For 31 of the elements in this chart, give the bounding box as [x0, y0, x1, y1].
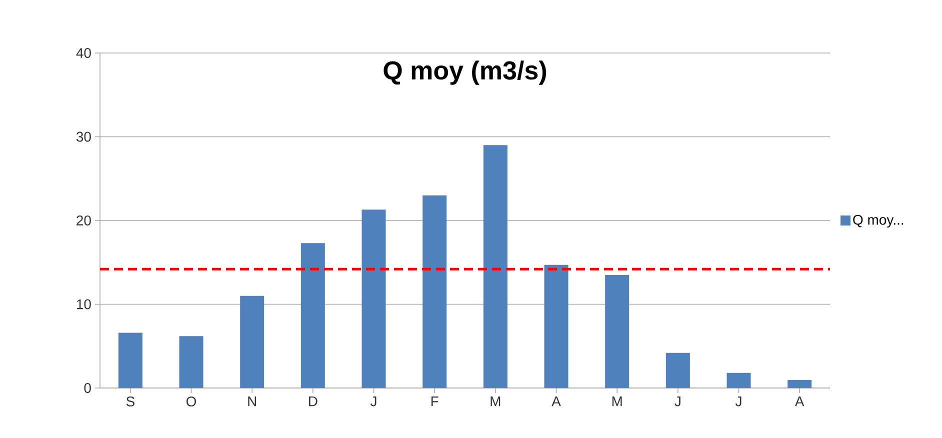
x-tick-label: J [735, 396, 742, 406]
bar [544, 264, 568, 388]
bar [240, 296, 264, 388]
x-tick-label: M [612, 396, 622, 406]
y-tick-label: 0 [84, 383, 91, 393]
bar [422, 195, 447, 388]
bar [118, 332, 142, 388]
x-tick-label: J [370, 396, 376, 406]
bar [605, 274, 630, 388]
x-tick-label: O [186, 396, 196, 406]
bar [483, 145, 508, 388]
bar [666, 352, 690, 388]
x-tick-label: J [674, 396, 680, 406]
x-tick-label: D [309, 396, 318, 406]
bar [788, 380, 812, 388]
bar [179, 336, 204, 388]
bar [726, 372, 751, 388]
x-tick-label: F [431, 396, 438, 406]
x-tick-label: A [552, 396, 561, 406]
y-tick-label: 20 [76, 216, 91, 226]
x-tick-label: M [490, 396, 500, 406]
y-tick-label: 30 [76, 132, 91, 142]
bar [300, 243, 325, 388]
x-tick-label: A [794, 396, 804, 406]
y-tick-label: 10 [76, 299, 91, 310]
x-tick-label: S [126, 396, 134, 406]
y-tick-label: 40 [76, 48, 91, 58]
legend-label: Q moy... [853, 214, 904, 228]
bar [362, 210, 386, 388]
x-tick-label: N [248, 396, 256, 406]
chart-title: Q moy (m3/s) [384, 60, 546, 85]
